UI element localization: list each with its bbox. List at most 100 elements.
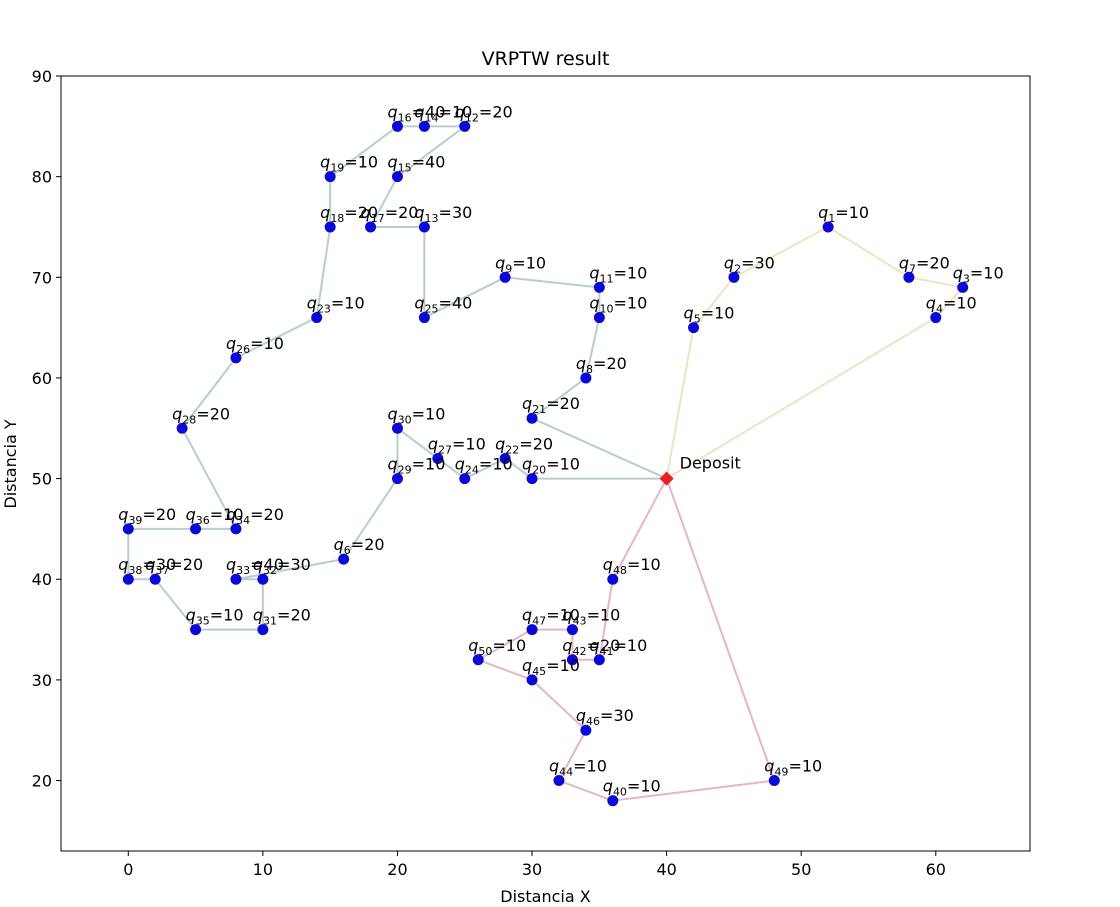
y-tick-label: 90	[32, 67, 52, 86]
customer-label-17: q17=20	[361, 203, 419, 225]
customer-point-30	[391, 422, 403, 434]
customer-label-25: q25=40	[414, 294, 472, 316]
customer-label-20: q20=10	[522, 455, 580, 477]
customer-point-34	[230, 523, 242, 535]
customer-point-32	[257, 573, 269, 585]
customer-point-4	[930, 312, 942, 324]
customer-label-46: q46=30	[576, 706, 634, 728]
depot-label: Deposit	[680, 454, 741, 473]
x-tick-label: 30	[522, 860, 542, 879]
customer-label-43: q43=10	[562, 606, 620, 628]
x-tick-label: 20	[387, 860, 407, 879]
customer-point-29	[391, 473, 403, 485]
customer-point-40	[607, 795, 619, 807]
customer-point-49	[768, 775, 780, 787]
y-tick-label: 50	[32, 470, 52, 489]
customer-point-22	[499, 452, 511, 464]
x-tick-label: 40	[656, 860, 676, 879]
customer-label-42: q42=20	[562, 636, 620, 658]
customer-point-47	[526, 624, 538, 636]
customer-point-17	[365, 221, 377, 233]
customer-label-2: q2=30	[724, 253, 775, 275]
y-tick-label: 40	[32, 570, 52, 589]
y-tick-label: 70	[32, 268, 52, 287]
customer-label-5: q5=10	[684, 304, 735, 326]
customer-point-25	[418, 312, 430, 324]
customer-label-32: q32=30	[253, 555, 311, 577]
customer-label-10: q10=10	[589, 294, 647, 316]
customer-point-8	[580, 372, 592, 384]
customer-label-29: q29=10	[387, 455, 445, 477]
route-line-1	[665, 225, 964, 480]
customer-point-7	[903, 271, 915, 283]
customer-point-14	[418, 120, 430, 132]
customer-point-21	[526, 412, 538, 424]
customer-point-6	[338, 553, 350, 565]
customer-label-23: q23=10	[307, 294, 365, 316]
chart-title: VRPTW result	[482, 48, 610, 70]
customer-label-28: q28=20	[172, 404, 230, 426]
customer-point-12	[459, 120, 471, 132]
customer-point-36	[190, 523, 202, 535]
y-tick-label: 80	[32, 168, 52, 187]
customer-label-19: q19=10	[320, 153, 378, 175]
customer-label-49: q49=10	[764, 757, 822, 779]
customer-label-35: q35=10	[186, 606, 244, 628]
customer-label-4: q4=10	[926, 294, 977, 316]
customer-point-18	[324, 221, 336, 233]
customer-label-21: q21=20	[522, 394, 580, 416]
y-axis-label: Distancia Y	[1, 419, 20, 508]
customer-point-50	[472, 654, 484, 666]
y-tick-label: 20	[32, 772, 52, 791]
customer-label-31: q31=20	[253, 606, 311, 628]
customer-label-16: q16=40	[387, 102, 445, 124]
customer-point-5	[688, 322, 700, 334]
customer-point-3	[957, 281, 969, 293]
y-tick-label: 60	[32, 369, 52, 388]
customer-point-31	[257, 624, 269, 636]
customer-label-47: q47=10	[522, 606, 580, 628]
customer-label-40: q40=10	[603, 777, 661, 799]
axis-ticks: 0 10 20 30 40 50 60 20 30 40 50 60 70 80 90	[32, 67, 946, 879]
x-tick-label: 10	[253, 860, 273, 879]
customer-label-18: q18=20	[320, 203, 378, 225]
customer-markers	[122, 120, 969, 807]
depot-marker	[659, 471, 674, 486]
customer-point-33	[230, 573, 242, 585]
customer-label-12: q12=20	[455, 102, 513, 124]
customer-point-42	[566, 654, 578, 666]
customer-label-44: q44=10	[549, 757, 607, 779]
customer-point-35	[190, 624, 202, 636]
customer-label-14: q14=10	[414, 102, 472, 124]
customer-label-38: q38=30	[118, 555, 176, 577]
customer-point-26	[230, 352, 242, 364]
customer-point-46	[580, 724, 592, 736]
customer-point-28	[176, 422, 188, 434]
customer-label-13: q13=30	[414, 203, 472, 225]
customer-label-39: q39=20	[118, 505, 176, 527]
customer-label-11: q11=10	[589, 263, 647, 285]
y-tick-label: 30	[32, 671, 52, 690]
customer-label-8: q8=20	[576, 354, 627, 376]
customer-point-45	[526, 674, 538, 686]
customer-label-9: q9=10	[495, 253, 546, 275]
customer-point-13	[418, 221, 430, 233]
customer-label-22: q22=20	[495, 434, 553, 456]
customer-label-26: q26=10	[226, 334, 284, 356]
customer-point-43	[566, 624, 578, 636]
customer-point-48	[607, 573, 619, 585]
customer-label-37: q37=20	[145, 555, 203, 577]
customer-label-24: q24=10	[455, 455, 513, 477]
customer-label-1: q1=10	[818, 203, 869, 225]
plot-area-frame	[60, 75, 1031, 852]
customer-point-16	[391, 120, 403, 132]
customer-label-50: q50=10	[468, 636, 526, 658]
customer-label-41: q41=10	[589, 636, 647, 658]
x-tick-label: 0	[123, 860, 133, 879]
customer-point-39	[122, 523, 134, 535]
customer-label-3: q3=10	[953, 263, 1004, 285]
customer-point-27	[432, 452, 444, 464]
x-axis-label: Distancia X	[500, 887, 590, 906]
customer-point-1	[822, 221, 834, 233]
customer-point-2	[728, 271, 740, 283]
